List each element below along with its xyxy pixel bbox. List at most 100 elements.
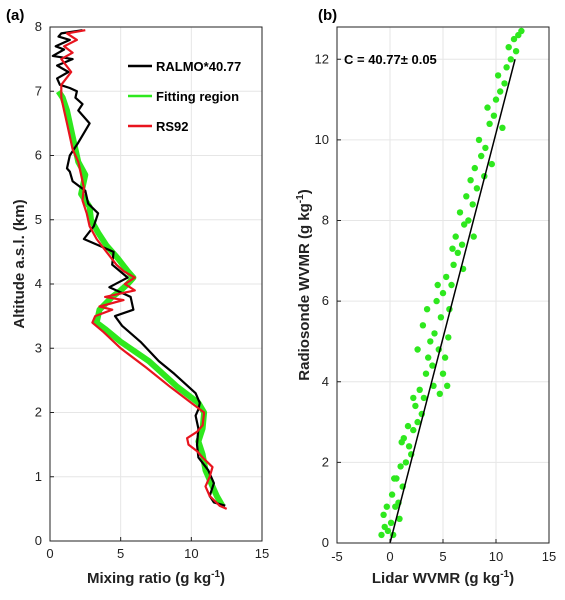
scatter-point xyxy=(380,511,387,518)
y-tick-label: 2 xyxy=(322,454,329,469)
scatter-point xyxy=(450,261,457,268)
panel-a-ylabel: Altitude a.s.l. (km) xyxy=(11,199,28,328)
panel-b-frame xyxy=(336,26,550,544)
scatter-point xyxy=(397,463,404,470)
scatter-point xyxy=(412,402,419,410)
scatter-point xyxy=(471,164,478,172)
scatter-point xyxy=(448,281,455,289)
panel-a-legend: RALMO*40.77 Fitting region RS92 xyxy=(128,59,241,134)
scatter-point xyxy=(510,35,518,43)
legend-entry-rs92: RS92 xyxy=(156,119,189,134)
scatter-point xyxy=(463,193,470,200)
panel-b-label: (b) xyxy=(318,7,337,24)
panel-b-grid xyxy=(336,27,550,544)
scatter-point xyxy=(419,322,427,329)
scatter-point xyxy=(445,334,452,341)
y-tick-label: 5 xyxy=(35,212,42,227)
scatter-point xyxy=(461,221,468,228)
y-tick-label: 7 xyxy=(35,83,42,98)
scatter-point xyxy=(478,152,485,160)
scatter-point xyxy=(416,386,423,393)
scatter-point xyxy=(512,48,520,55)
x-tick-label: 10 xyxy=(489,549,503,564)
scatter-point xyxy=(414,346,421,353)
scatter-point xyxy=(501,80,508,87)
series-ralmo-line xyxy=(51,29,226,507)
scatter-point xyxy=(383,503,390,510)
scatter-point xyxy=(475,136,483,144)
scatter-point xyxy=(439,289,447,297)
x-tick-label: 15 xyxy=(542,549,556,564)
panel-b-ylabel-text: Radiosonde WVMR (g kg xyxy=(296,203,313,381)
y-tick-label: 6 xyxy=(35,148,42,163)
y-tick-label: 0 xyxy=(322,535,329,550)
scatter-point xyxy=(486,120,493,128)
y-tick-label: 10 xyxy=(315,132,329,147)
panel-b-ylabel-sup: -1 xyxy=(295,194,306,203)
x-tick-label: 5 xyxy=(439,549,446,564)
scatter-point xyxy=(388,491,396,498)
panel-b-points xyxy=(378,27,525,539)
panel-a-frame xyxy=(49,26,263,542)
panel-b-xlabel: Lidar WVMR (g kg-1) xyxy=(372,569,514,587)
scatter-point xyxy=(497,88,504,95)
scatter-point xyxy=(454,249,461,256)
scatter-point xyxy=(405,443,413,450)
scatter-point xyxy=(507,56,514,63)
panel-b-ylabel-end: ) xyxy=(296,189,313,194)
scatter-point xyxy=(422,370,430,377)
scatter-point xyxy=(518,27,525,35)
panel-b-xlabel-sup: -1 xyxy=(500,569,509,580)
scatter-point xyxy=(490,112,498,119)
scatter-point xyxy=(444,382,451,389)
scatter-point xyxy=(387,519,395,526)
scatter-point xyxy=(458,241,466,248)
scatter-point xyxy=(441,354,449,361)
y-tick-label: 3 xyxy=(35,340,42,355)
scatter-point xyxy=(467,177,474,184)
scatter-point xyxy=(410,426,417,434)
scatter-point xyxy=(430,382,437,389)
y-tick-label: 12 xyxy=(315,51,329,66)
scatter-point xyxy=(433,297,440,305)
scatter-point xyxy=(443,273,450,281)
scatter-point xyxy=(437,314,445,321)
scatter-point xyxy=(499,124,506,131)
scatter-point xyxy=(494,72,502,79)
x-tick-label: 0 xyxy=(386,549,393,564)
scatter-point xyxy=(427,338,434,345)
scatter-point xyxy=(396,515,403,522)
scatter-point xyxy=(431,330,438,337)
scatter-point xyxy=(469,201,476,208)
scatter-point xyxy=(398,439,405,446)
panel-a-xlabel-end: ) xyxy=(220,570,225,587)
scatter-point xyxy=(465,217,472,224)
scatter-point xyxy=(425,354,432,361)
scatter-point xyxy=(439,370,447,377)
scatter-point xyxy=(429,362,436,369)
scatter-point xyxy=(484,104,491,111)
scatter-point xyxy=(404,422,412,430)
panel-b-fit-line xyxy=(389,59,516,544)
scatter-point xyxy=(452,233,459,240)
panel-a-xlabel-text: Mixing ratio (g kg xyxy=(87,570,211,587)
scatter-point xyxy=(482,144,489,152)
panel-b-xlabel-text: Lidar WVMR (g kg xyxy=(372,570,500,587)
scatter-point xyxy=(378,531,385,539)
series-rs92-line xyxy=(60,29,228,510)
panel-a-series xyxy=(51,29,228,510)
scatter-point xyxy=(420,394,428,402)
y-tick-label: 6 xyxy=(322,293,329,308)
panel-b-annotation: C = 40.77± 0.05 xyxy=(344,52,437,67)
scatter-point xyxy=(449,245,456,252)
panel-a-ticks: 0 5 10 15 0 1 2 3 4 5 6 7 8 xyxy=(35,19,269,561)
panel-a-label: (a) xyxy=(6,7,24,24)
x-tick-label: 10 xyxy=(184,546,198,561)
scatter-point xyxy=(391,475,398,482)
x-tick-label: 5 xyxy=(117,546,124,561)
scatter-point xyxy=(423,306,431,313)
y-tick-label: 8 xyxy=(322,213,329,228)
